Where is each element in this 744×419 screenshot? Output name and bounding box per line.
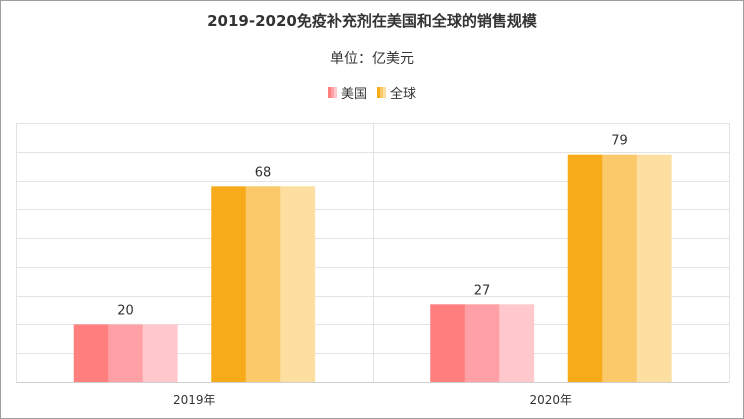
x-tick-label: 2020年 bbox=[529, 393, 572, 407]
bar-global-2019年 bbox=[211, 186, 247, 382]
legend-label-us: 美国 bbox=[340, 87, 367, 102]
x-tick-label: 2019年 bbox=[173, 393, 216, 407]
legend-item-global[interactable]: 全球 bbox=[377, 83, 416, 102]
bar-us-2019年 bbox=[142, 324, 178, 382]
legend-label-global: 全球 bbox=[390, 87, 417, 102]
data-label: 27 bbox=[474, 283, 491, 298]
chart-title: 2019-2020免疫补充剂在美国和全球的销售规模 bbox=[207, 12, 537, 30]
legend-swatch-us bbox=[327, 87, 337, 98]
bar-us-2020年 bbox=[464, 304, 500, 382]
bar-us-2020年 bbox=[430, 304, 466, 382]
bar-us-2019年 bbox=[73, 324, 109, 382]
bar-us-2020年 bbox=[499, 304, 535, 382]
bar-global-2019年 bbox=[245, 186, 281, 382]
bar-global-2019年 bbox=[280, 186, 316, 382]
data-label: 68 bbox=[255, 165, 272, 180]
legend-item-us[interactable]: 美国 bbox=[327, 83, 367, 102]
legend: 美国 全球 bbox=[0, 83, 744, 102]
data-label: 79 bbox=[611, 134, 628, 149]
legend-swatch-global bbox=[377, 87, 386, 98]
bar-us-2019年 bbox=[108, 324, 144, 382]
bar-global-2020年 bbox=[602, 154, 638, 382]
bar-global-2020年 bbox=[636, 154, 672, 382]
bar-global-2020年 bbox=[567, 154, 603, 382]
data-label: 20 bbox=[117, 303, 134, 318]
chart-subtitle: 单位：亿美元 bbox=[330, 51, 414, 67]
